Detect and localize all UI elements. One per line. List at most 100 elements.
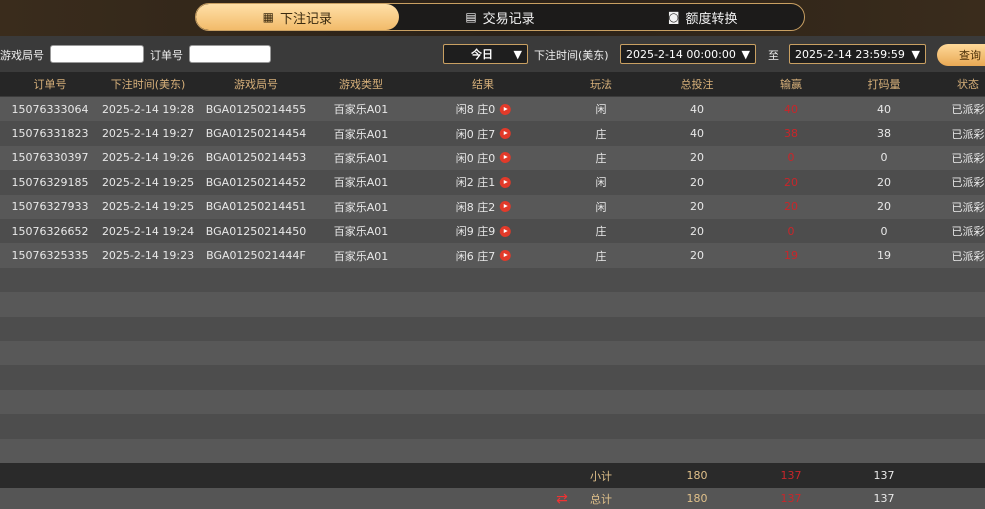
play-replay-icon[interactable]	[499, 225, 511, 237]
cell-text: BGA01250214450	[205, 224, 307, 238]
cell-text: 2025-2-14 19:24	[101, 224, 195, 238]
cell-time: 2025-2-14 19:27	[102, 121, 194, 145]
cell-text: 闲0 庄7	[455, 127, 496, 141]
time-label: 下注时间(美东)	[534, 49, 609, 62]
end-time-value: 2025-2-14 23:59:59	[795, 47, 905, 61]
cell-result: 闲0 庄7	[456, 121, 511, 145]
cell-text: 20	[690, 249, 704, 263]
cell-text: 19	[877, 249, 891, 263]
cell-text: 已派彩	[951, 225, 985, 239]
cell-bet: 20	[690, 195, 704, 219]
period-select[interactable]: 今日 ▼	[443, 44, 528, 64]
play-replay-icon[interactable]	[499, 176, 511, 188]
cell-bet: 40	[690, 97, 704, 121]
cell-text: 庄	[595, 249, 607, 263]
cell-text: 40	[690, 102, 704, 116]
cell-type: 百家乐A01	[334, 121, 389, 145]
col-order: 订单号	[33, 78, 67, 91]
cell-game-no: BGA01250214452	[206, 170, 306, 194]
query-button[interactable]: 查询	[937, 44, 985, 66]
cell-time: 2025-2-14 19:23	[102, 243, 194, 267]
cell-play: 庄	[596, 146, 607, 170]
cell-result: 闲9 庄9	[456, 219, 511, 243]
cell-text: 已派彩	[951, 127, 985, 141]
cell-valid: 0	[881, 219, 888, 243]
tab-bet-records[interactable]: ▦ 下注记录	[196, 4, 399, 30]
cell-text: 0	[787, 151, 795, 165]
cell-text: 40	[690, 127, 704, 141]
cell-type: 百家乐A01	[334, 243, 389, 267]
cell-text: 20	[690, 175, 704, 189]
table-row: 15076333064 2025-2-14 19:28 BGA01250214455…	[0, 97, 985, 122]
cell-text: 2025-2-14 19:28	[101, 102, 195, 116]
cell-text: 百家乐A01	[333, 225, 389, 239]
cell-text: 已派彩	[951, 176, 985, 190]
cell-time: 2025-2-14 19:28	[102, 97, 194, 121]
cell-text: 2025-2-14 19:27	[101, 127, 195, 141]
total-winloss: 137	[780, 492, 802, 505]
cell-status: 已派彩	[952, 121, 985, 145]
empty-row	[0, 438, 985, 463]
total-bet: 180	[686, 492, 708, 505]
filter-bar: 游戏局号 订单号 今日 ▼ 下注时间(美东) 2025-2-14 00:00:00…	[0, 36, 985, 70]
cell-text: 2025-2-14 19:26	[101, 151, 195, 165]
cell-order: 15076325335	[12, 243, 89, 267]
cell-order: 15076326652	[12, 219, 89, 243]
cell-text: BGA01250214454	[205, 127, 307, 141]
col-result: 结果	[472, 78, 494, 91]
cell-result: 闲8 庄2	[456, 195, 511, 219]
order-label: 订单号	[150, 49, 183, 62]
play-replay-icon[interactable]	[499, 201, 511, 213]
cell-text: 20	[784, 175, 798, 189]
order-input[interactable]	[189, 45, 271, 63]
caret-down-icon: ▼	[513, 47, 522, 61]
cell-text: BGA0125021444F	[206, 249, 306, 263]
empty-row	[0, 292, 985, 317]
cell-play: 庄	[596, 243, 607, 267]
tab-credit-transfer[interactable]: ◙ 额度转换	[601, 4, 804, 30]
cell-text: 庄	[595, 225, 607, 239]
cell-text: 百家乐A01	[333, 200, 389, 214]
play-replay-icon[interactable]	[499, 103, 511, 115]
cell-type: 百家乐A01	[334, 219, 389, 243]
play-replay-icon[interactable]	[499, 128, 511, 140]
cell-text: 闲	[595, 103, 607, 117]
calendar-icon: ▦	[262, 10, 274, 24]
cell-winloss: 20	[784, 170, 798, 194]
cell-text: 15076333064	[11, 102, 89, 116]
cell-text: 庄	[595, 151, 607, 165]
cell-text: 0	[880, 224, 888, 238]
cell-text: 2025-2-14 19:25	[101, 175, 195, 189]
cell-text: 2025-2-14 19:25	[101, 200, 195, 214]
play-replay-icon[interactable]	[499, 250, 511, 262]
cell-type: 百家乐A01	[334, 146, 389, 170]
cell-game-no: BGA01250214454	[206, 121, 306, 145]
cell-game-no: BGA01250214455	[206, 97, 306, 121]
cell-status: 已派彩	[952, 195, 985, 219]
cell-text: 15076330397	[11, 151, 89, 165]
cell-valid: 40	[877, 97, 891, 121]
table-row: 15076329185 2025-2-14 19:25 BGA01250214452…	[0, 170, 985, 195]
game-no-input[interactable]	[50, 45, 144, 63]
end-time-select[interactable]: 2025-2-14 23:59:59 ▼	[789, 44, 926, 64]
col-status: 状态	[957, 78, 979, 91]
cell-text: 15076329185	[11, 175, 89, 189]
cell-text: 闲6 庄7	[455, 249, 496, 263]
cell-valid: 38	[877, 121, 891, 145]
cell-text: 15076331823	[11, 127, 89, 141]
subtotal-row: 小计 180 137 137	[0, 463, 985, 488]
cell-text: 20	[690, 151, 704, 165]
tab-label: 额度转换	[685, 11, 738, 27]
cell-text: 15076325335	[11, 249, 89, 263]
cell-text: 庄	[595, 127, 607, 141]
tab-transaction-records[interactable]: ▤ 交易记录	[399, 4, 602, 30]
play-replay-icon[interactable]	[499, 152, 511, 164]
start-time-select[interactable]: 2025-2-14 00:00:00 ▼	[620, 44, 756, 64]
cell-valid: 20	[877, 195, 891, 219]
cell-order: 15076331823	[12, 121, 89, 145]
cell-winloss: 38	[784, 121, 798, 145]
cell-game-no: BGA01250214453	[206, 146, 306, 170]
empty-row	[0, 365, 985, 390]
cell-text: 闲	[595, 200, 607, 214]
refresh-icon[interactable]: ⇄	[556, 490, 568, 507]
